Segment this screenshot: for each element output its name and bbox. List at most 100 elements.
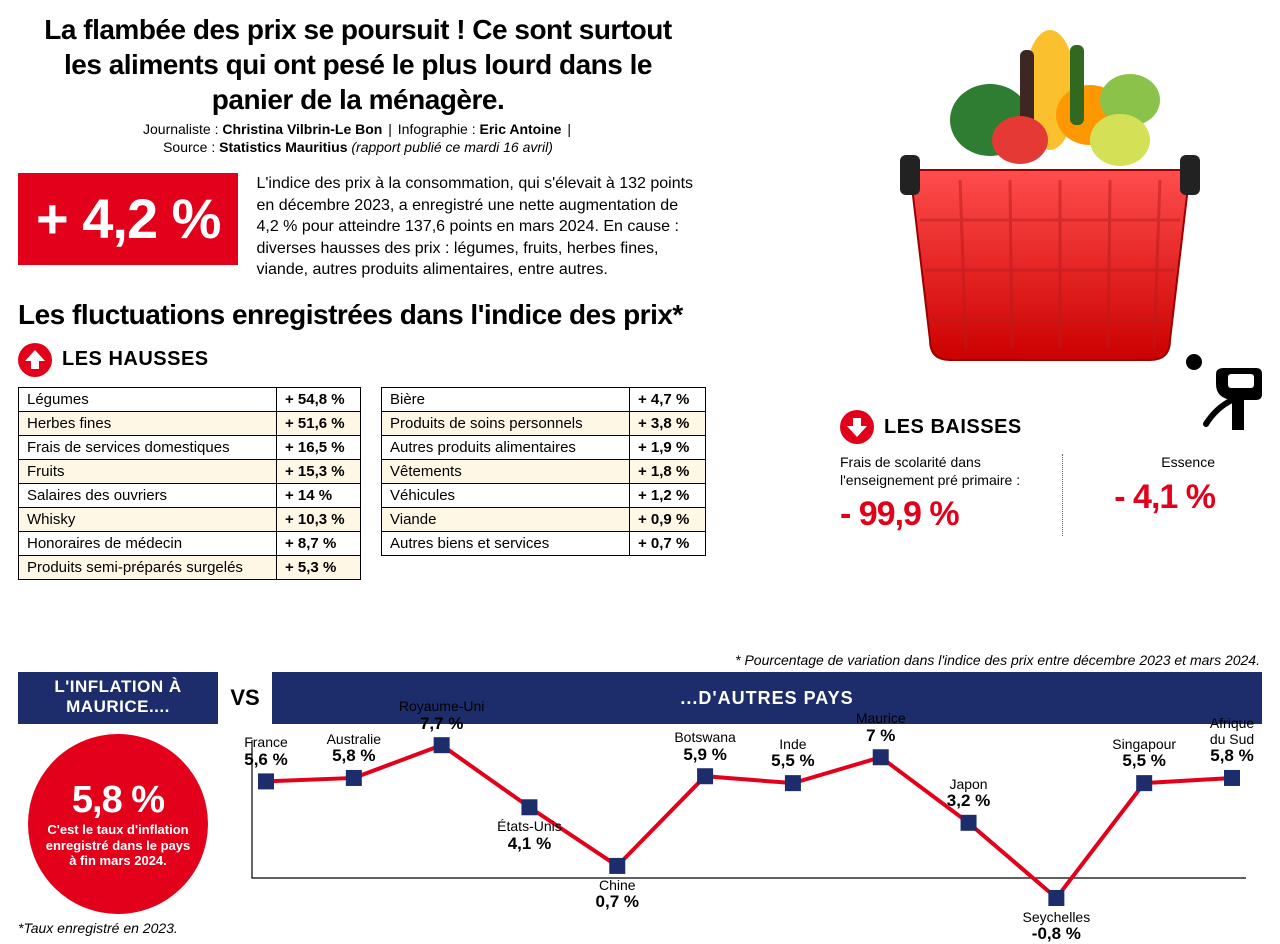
row-label: Viande	[382, 507, 630, 531]
baisse-desc: Essence	[1085, 454, 1215, 472]
journalist-name: Christina Vilbrin-Le Bon	[222, 121, 382, 137]
row-value: + 54,8 %	[277, 387, 361, 411]
table-row: Vêtements+ 1,8 %	[382, 459, 706, 483]
table-row: Bière+ 4,7 %	[382, 387, 706, 411]
baisse-item-essence: Essence - 4,1 %	[1085, 454, 1215, 536]
row-label: Salaires des ouvriers	[19, 483, 277, 507]
row-value: + 15,3 %	[277, 459, 361, 483]
fuel-pump-icon	[1176, 350, 1266, 440]
row-value: + 0,9 %	[630, 507, 706, 531]
table-row: Véhicules+ 1,2 %	[382, 483, 706, 507]
mauritius-circle-wrap: 5,8 % C'est le taux d'inflation enregist…	[18, 728, 218, 938]
table-row: Salaires des ouvriers+ 14 %	[19, 483, 361, 507]
chart-point-label: France5,6 %	[244, 735, 288, 769]
row-label: Herbes fines	[19, 411, 277, 435]
chart-svg	[236, 728, 1262, 938]
baisses-label: LES BAISSES	[884, 416, 1022, 439]
row-label: Produits semi-préparés surgelés	[19, 555, 277, 579]
source-line: Source : Statistics Mauritius (rapport p…	[28, 139, 688, 155]
separator: |	[567, 121, 571, 137]
source-label: Source :	[163, 139, 219, 155]
chart-point-label: Afriquedu Sud5,8 %	[1210, 716, 1254, 765]
inflation-circle: 5,8 % C'est le taux d'inflation enregist…	[28, 734, 208, 914]
separator: |	[388, 121, 396, 137]
infographic-name: Eric Antoine	[480, 121, 562, 137]
intro-text: L'indice des prix à la consommation, qui…	[256, 173, 696, 281]
chart-point-label: Inde5,5 %	[771, 737, 814, 771]
row-label: Bière	[382, 387, 630, 411]
divider	[1062, 454, 1063, 536]
row-label: Autres biens et services	[382, 531, 630, 555]
baisses-heading: LES BAISSES	[840, 410, 1260, 444]
journalist-label: Journaliste :	[143, 121, 222, 137]
circle-pct: 5,8 %	[72, 779, 164, 822]
table-row: Honoraires de médecin+ 8,7 %	[19, 531, 361, 555]
hausses-label: LES HAUSSES	[62, 348, 209, 371]
row-label: Fruits	[19, 459, 277, 483]
byline: Journaliste : Christina Vilbrin-Le Bon |…	[28, 121, 688, 137]
row-label: Produits de soins personnels	[382, 411, 630, 435]
baisse-value: - 4,1 %	[1085, 476, 1215, 519]
table-row: Whisky+ 10,3 %	[19, 507, 361, 531]
arrow-up-icon	[18, 343, 52, 377]
row-label: Légumes	[19, 387, 277, 411]
row-value: + 51,6 %	[277, 411, 361, 435]
basket-illustration-icon	[870, 20, 1230, 380]
headline: La flambée des prix se poursuit ! Ce son…	[28, 12, 688, 117]
row-value: + 1,9 %	[630, 435, 706, 459]
chart-point-label: Royaume-Uni7,7 %	[399, 699, 485, 733]
inflation-chart: France5,6 %Australie5,8 %Royaume-Uni7,7 …	[236, 728, 1262, 938]
row-value: + 1,2 %	[630, 483, 706, 507]
comparison-section: L'INFLATION À MAURICE.... VS ...D'AUTRES…	[18, 672, 1262, 938]
baisses-block: LES BAISSES Frais de scolarité dans l'en…	[840, 410, 1260, 536]
row-label: Whisky	[19, 507, 277, 531]
baisse-value: - 99,9 %	[840, 493, 1040, 536]
table-row: Viande+ 0,9 %	[382, 507, 706, 531]
table-row: Produits semi-préparés surgelés+ 5,3 %	[19, 555, 361, 579]
chart-point-label: Japon3,2 %	[947, 777, 990, 811]
bar-left-label: L'INFLATION À MAURICE....	[18, 672, 218, 724]
row-label: Frais de services domestiques	[19, 435, 277, 459]
baisses-row: Frais de scolarité dans l'enseignement p…	[840, 454, 1260, 536]
row-value: + 3,8 %	[630, 411, 706, 435]
table-row: Fruits+ 15,3 %	[19, 459, 361, 483]
taux-note: *Taux enregistré en 2023.	[18, 920, 178, 936]
table-row: Autres produits alimentaires+ 1,9 %	[382, 435, 706, 459]
chart-point-label: Seychelles-0,8 %	[1023, 910, 1091, 944]
baisse-desc: Frais de scolarité dans l'enseignement p…	[840, 454, 1040, 489]
source-note: (rapport publié ce mardi 16 avril)	[351, 139, 553, 155]
row-label: Véhicules	[382, 483, 630, 507]
infographic-label: Infographie :	[398, 121, 480, 137]
comparison-body: 5,8 % C'est le taux d'inflation enregist…	[18, 728, 1262, 938]
arrow-down-icon	[840, 410, 874, 444]
row-value: + 0,7 %	[630, 531, 706, 555]
table-row: Autres biens et services+ 0,7 %	[382, 531, 706, 555]
hausses-table-right: Bière+ 4,7 %Produits de soins personnels…	[381, 387, 706, 556]
row-label: Vêtements	[382, 459, 630, 483]
chart-point-label: Maurice7 %	[856, 711, 906, 745]
hausses-table-left: Légumes+ 54,8 %Herbes fines+ 51,6 %Frais…	[18, 387, 361, 580]
chart-point-label: Chine0,7 %	[596, 878, 639, 912]
row-value: + 16,5 %	[277, 435, 361, 459]
row-value: + 4,7 %	[630, 387, 706, 411]
table-row: Herbes fines+ 51,6 %	[19, 411, 361, 435]
table-row: Frais de services domestiques+ 16,5 %	[19, 435, 361, 459]
row-value: + 5,3 %	[277, 555, 361, 579]
table-row: Légumes+ 54,8 %	[19, 387, 361, 411]
row-value: + 1,8 %	[630, 459, 706, 483]
table-row: Produits de soins personnels+ 3,8 %	[382, 411, 706, 435]
row-label: Autres produits alimentaires	[382, 435, 630, 459]
circle-desc: C'est le taux d'inflation enregistré dan…	[42, 822, 194, 869]
right-column: LES BAISSES Frais de scolarité dans l'en…	[840, 20, 1260, 536]
big-figure-badge: + 4,2 %	[18, 173, 238, 265]
chart-point-label: États-Unis4,1 %	[497, 819, 562, 853]
chart-point-label: Botswana5,9 %	[674, 730, 735, 764]
row-value: + 14 %	[277, 483, 361, 507]
row-value: + 10,3 %	[277, 507, 361, 531]
row-label: Honoraires de médecin	[19, 531, 277, 555]
chart-point-label: Singapour5,5 %	[1112, 737, 1176, 771]
footnote: * Pourcentage de variation dans l'indice…	[500, 652, 1260, 668]
chart-point-label: Australie5,8 %	[327, 732, 381, 766]
bar-vs-label: VS	[218, 672, 272, 724]
source-name: Statistics Mauritius	[219, 139, 347, 155]
